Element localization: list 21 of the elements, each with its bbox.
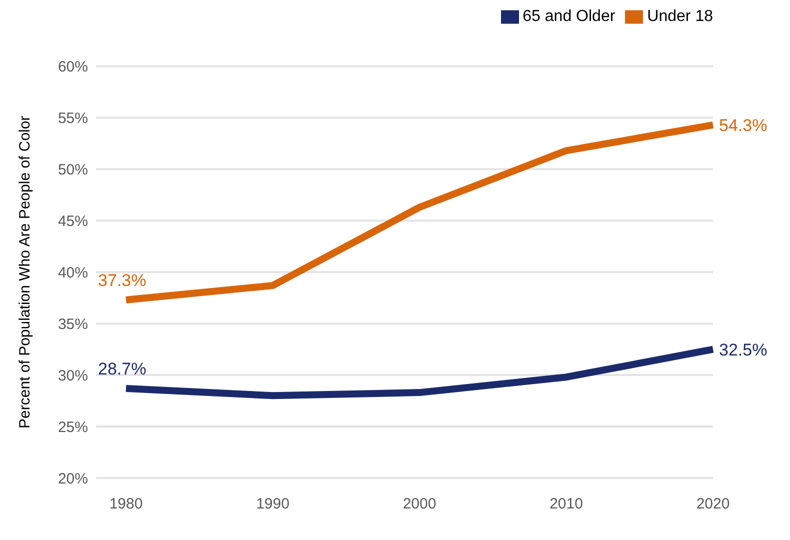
- y-tick-label: 50%: [58, 162, 88, 178]
- y-axis-title: Percent of Population Who Are People of Color: [16, 116, 34, 428]
- data-label: 54.3%: [719, 116, 768, 135]
- y-tick-label: 20%: [58, 470, 88, 488]
- x-tick-label: 2010: [550, 496, 583, 513]
- y-tick-label: 40%: [58, 264, 88, 282]
- y-tick-label: 30%: [58, 367, 88, 384]
- x-tick-label: 1990: [256, 496, 290, 513]
- data-label: 32.5%: [719, 340, 768, 360]
- y-tick-label: 35%: [58, 316, 88, 333]
- y-tick-label: 60%: [58, 58, 88, 76]
- legend-label: Under 18: [647, 8, 713, 26]
- x-tick-label: 1980: [109, 496, 143, 513]
- legend-label: 65 and Older: [522, 8, 616, 26]
- y-tick-label: 25%: [58, 418, 88, 436]
- data-label: 28.7%: [98, 359, 146, 378]
- y-tick-label: 55%: [58, 110, 88, 128]
- x-tick-label: 2020: [696, 496, 730, 513]
- y-tick-label: 45%: [58, 212, 88, 230]
- x-tick-label: 2000: [402, 496, 436, 513]
- data-label: 37.3%: [98, 270, 146, 290]
